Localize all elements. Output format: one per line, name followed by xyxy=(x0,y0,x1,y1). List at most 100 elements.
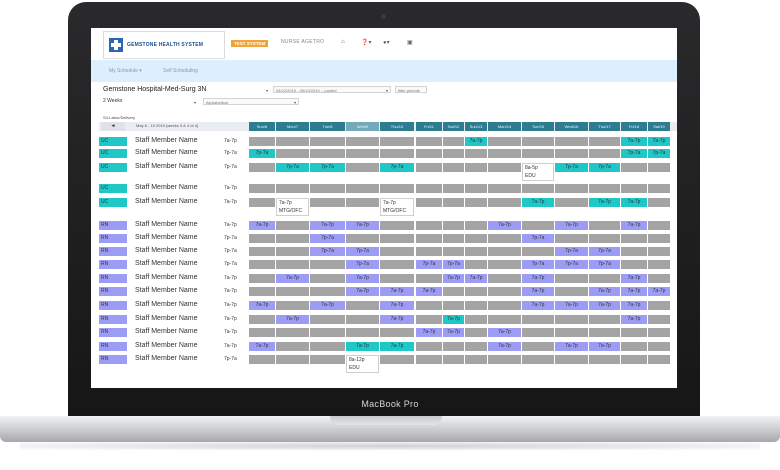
shift-cell[interactable] xyxy=(276,234,309,243)
shift-cell[interactable] xyxy=(443,137,464,146)
shift-cell[interactable] xyxy=(465,315,487,324)
shift-cell[interactable] xyxy=(346,184,379,193)
shift-cell[interactable] xyxy=(589,315,620,324)
shift-cell[interactable]: 7a-7p xyxy=(589,198,620,207)
shift-cell[interactable] xyxy=(465,234,487,243)
shift-cell[interactable] xyxy=(465,342,487,351)
shift-cell[interactable] xyxy=(310,287,345,296)
shift-cell[interactable] xyxy=(488,198,521,207)
shift-cell[interactable] xyxy=(648,247,670,256)
shift-cell[interactable] xyxy=(555,287,588,296)
shift-cell[interactable] xyxy=(310,149,345,158)
staff-name[interactable]: Staff Member Name xyxy=(135,163,198,170)
shift-cell[interactable]: 7p-7a xyxy=(346,247,379,256)
shift-cell[interactable] xyxy=(310,315,345,324)
shift-cell[interactable] xyxy=(249,234,275,243)
shift-cell[interactable] xyxy=(488,149,521,158)
shift-cell[interactable]: 7a-7p xyxy=(589,342,620,351)
shift-cell[interactable] xyxy=(380,274,414,283)
shift-cell[interactable] xyxy=(416,301,442,310)
shift-cell[interactable] xyxy=(416,184,442,193)
shift-cell[interactable] xyxy=(648,221,670,230)
staff-name[interactable]: Staff Member Name xyxy=(135,137,198,144)
shift-cell[interactable] xyxy=(310,274,345,283)
shift-cell[interactable] xyxy=(310,137,345,146)
shift-cell[interactable] xyxy=(380,260,414,269)
shift-cell[interactable] xyxy=(443,163,464,172)
shift-cell[interactable] xyxy=(555,355,588,364)
shift-cell[interactable] xyxy=(346,301,379,310)
shift-cell[interactable]: 8a-12p EDU xyxy=(346,355,379,373)
shift-cell[interactable]: 7a-7p xyxy=(416,287,442,296)
shift-cell[interactable]: 7a-7p MTG/OFC xyxy=(276,198,309,216)
shift-cell[interactable] xyxy=(416,137,442,146)
sort-select[interactable]: Alphabetical ▾ xyxy=(203,98,299,105)
shift-cell[interactable]: 7a-7p xyxy=(380,287,414,296)
shift-cell[interactable] xyxy=(310,328,345,337)
shift-cell[interactable]: 7a-7p xyxy=(555,221,588,230)
shift-cell[interactable] xyxy=(249,328,275,337)
shift-cell[interactable] xyxy=(648,355,670,364)
shift-cell[interactable] xyxy=(621,355,647,364)
shift-cell[interactable]: 7a-7p xyxy=(249,342,275,351)
shift-cell[interactable] xyxy=(555,328,588,337)
shift-cell[interactable]: 7a-7p xyxy=(380,342,414,351)
shift-cell[interactable] xyxy=(621,342,647,351)
shift-cell[interactable] xyxy=(648,184,670,193)
self-scheduling-link[interactable]: Self Scheduling xyxy=(163,68,198,74)
shift-cell[interactable] xyxy=(346,234,379,243)
shift-cell[interactable]: 7a-7p xyxy=(443,328,464,337)
shift-cell[interactable]: 7a-7p xyxy=(276,315,309,324)
shift-cell[interactable]: 7p-7a xyxy=(555,247,588,256)
shift-cell[interactable] xyxy=(648,328,670,337)
shift-cell[interactable]: 7p-7a xyxy=(522,234,554,243)
shift-cell[interactable]: 7a-7p xyxy=(346,221,379,230)
shift-cell[interactable] xyxy=(249,287,275,296)
shift-cell[interactable]: 7a-7p xyxy=(555,301,588,310)
shift-cell[interactable]: 7a-7p xyxy=(346,342,379,351)
shift-cell[interactable]: 7a-7p xyxy=(522,198,554,207)
shift-cell[interactable] xyxy=(465,163,487,172)
shift-cell[interactable]: 7p-7a xyxy=(555,260,588,269)
shift-cell[interactable] xyxy=(522,342,554,351)
shift-cell[interactable] xyxy=(488,234,521,243)
shift-cell[interactable] xyxy=(249,184,275,193)
shift-cell[interactable] xyxy=(488,137,521,146)
shift-cell[interactable] xyxy=(276,221,309,230)
staff-name[interactable]: Staff Member Name xyxy=(135,221,198,228)
shift-cell[interactable] xyxy=(443,247,464,256)
shift-cell[interactable] xyxy=(648,198,670,207)
shift-cell[interactable] xyxy=(589,355,620,364)
shift-cell[interactable] xyxy=(648,163,670,172)
shift-cell[interactable] xyxy=(488,355,521,364)
shift-cell[interactable] xyxy=(522,184,554,193)
shift-cell[interactable] xyxy=(621,184,647,193)
shift-cell[interactable] xyxy=(555,274,588,283)
shift-cell[interactable]: 7p-7a xyxy=(443,260,464,269)
help-icon[interactable]: ❓▾ xyxy=(361,40,372,46)
staff-name[interactable]: Staff Member Name xyxy=(135,355,198,362)
shift-cell[interactable] xyxy=(276,137,309,146)
shift-cell[interactable] xyxy=(443,234,464,243)
shift-cell[interactable]: 7a-7p xyxy=(621,137,647,146)
shift-cell[interactable] xyxy=(443,301,464,310)
shift-cell[interactable]: 7a-7p xyxy=(522,287,554,296)
shift-cell[interactable] xyxy=(416,198,442,207)
shift-cell[interactable] xyxy=(648,234,670,243)
shift-cell[interactable] xyxy=(310,198,345,207)
shift-cell[interactable]: 7a-7p xyxy=(488,342,521,351)
shift-cell[interactable] xyxy=(522,221,554,230)
shift-cell[interactable] xyxy=(621,260,647,269)
staff-name[interactable]: Staff Member Name xyxy=(135,328,198,335)
shift-cell[interactable] xyxy=(416,355,442,364)
shift-cell[interactable] xyxy=(555,184,588,193)
shift-cell[interactable] xyxy=(443,287,464,296)
shift-cell[interactable] xyxy=(443,198,464,207)
shift-cell[interactable]: 7p-7a xyxy=(249,149,275,158)
shift-cell[interactable] xyxy=(555,234,588,243)
shift-cell[interactable] xyxy=(555,137,588,146)
shift-cell[interactable] xyxy=(310,355,345,364)
logo[interactable]: GEMSTONE HEALTH SYSTEM xyxy=(103,31,225,59)
shift-cell[interactable] xyxy=(465,328,487,337)
shift-cell[interactable] xyxy=(346,149,379,158)
